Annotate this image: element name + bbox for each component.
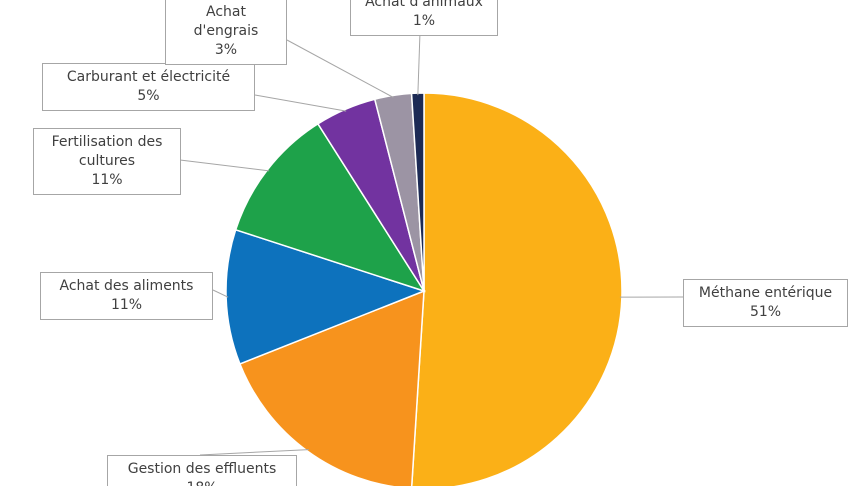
pie-slice bbox=[234, 122, 426, 293]
label-name: Achat d'engrais bbox=[193, 4, 259, 39]
label-name: Achat d'animaux bbox=[365, 0, 483, 10]
label-name: Carburant et électricité bbox=[66, 69, 231, 85]
label-name: Achat des aliments bbox=[59, 278, 194, 294]
data-label: Achat d'animaux 1% bbox=[350, 0, 498, 36]
label-value: 11% bbox=[110, 297, 143, 313]
pie-slice bbox=[225, 228, 427, 365]
label-name: Fertilisation des cultures bbox=[51, 134, 163, 169]
label-value: 18% bbox=[114, 479, 290, 486]
data-label: Méthane entérique 51% bbox=[683, 279, 848, 327]
data-label: Achat d'engrais 3% bbox=[165, 0, 287, 65]
label-value: 1% bbox=[412, 13, 436, 29]
leader-line bbox=[254, 94, 347, 112]
data-label: Carburant et électricité 5% bbox=[42, 63, 255, 111]
data-label: Achat des aliments 11% bbox=[40, 272, 213, 320]
leader-line bbox=[179, 159, 270, 172]
leader-line bbox=[199, 449, 309, 456]
leader-line bbox=[212, 289, 229, 298]
label-value: 5% bbox=[137, 88, 160, 104]
data-label: Fertilisation des cultures 11% bbox=[33, 128, 181, 195]
label-name: Méthane entérique bbox=[698, 285, 833, 301]
leader-line bbox=[417, 31, 421, 96]
label-value: 3% bbox=[214, 42, 238, 58]
leader-line bbox=[286, 39, 394, 98]
label-value: 51% bbox=[749, 304, 782, 320]
data-label: Gestion des effluents 18% bbox=[107, 455, 297, 486]
label-value: 11% bbox=[91, 172, 123, 188]
pie-slice bbox=[410, 92, 623, 486]
label-name: Gestion des effluents bbox=[127, 461, 277, 477]
